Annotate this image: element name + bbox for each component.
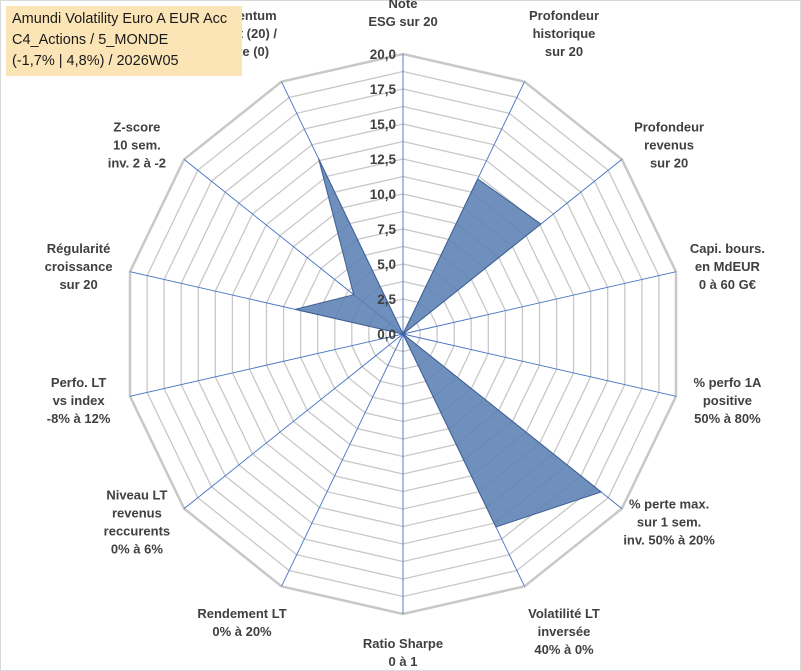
- axis-label: Capi. bours. en MdEUR 0 à 60 G€: [690, 241, 765, 292]
- tick-label: 17,5: [370, 82, 397, 97]
- radial-axis-ticks: 0,0 2,5 5,0 7,5 10,0 12,5 15,0 17,5 20,0: [370, 47, 397, 342]
- radar-series: [295, 158, 603, 528]
- tick-label: 20,0: [370, 47, 396, 62]
- fund-name: Amundi Volatility Euro A EUR Acc: [12, 11, 228, 27]
- tick-label: 7,5: [377, 222, 396, 237]
- axis-label-line: inv. 2 à -2: [108, 156, 166, 171]
- tick-label: 10,0: [370, 187, 396, 202]
- axis-label-line: reccurents: [104, 523, 170, 538]
- axis-label: Profondeur historique sur 20: [529, 8, 599, 59]
- axis-label-line: Z-score: [113, 120, 160, 135]
- axis-label-line: revenus: [644, 138, 694, 153]
- axis-label: Régularité croissance sur 20: [45, 241, 113, 292]
- axis-label-line: 0% à 6%: [111, 541, 163, 556]
- axis-label: % perte max. sur 1 sem. inv. 50% à 20%: [623, 496, 715, 547]
- axis-spoke: [183, 333, 404, 509]
- axis-label-line: 10 sem.: [113, 138, 161, 153]
- axis-spoke: [281, 333, 404, 587]
- axis-label-line: croissance: [45, 259, 113, 274]
- axis-label-line: 0 à 1: [389, 654, 418, 669]
- axis-label-line: ESG sur 20: [368, 14, 437, 29]
- fund-period: (-1,7% | 4,8%) / 2026W05: [12, 53, 179, 69]
- axis-label: Perfo. LT vs index -8% à 12%: [47, 375, 111, 426]
- axis-label-line: 50% à 80%: [694, 411, 761, 426]
- fund-category: C4_Actions / 5_MONDE: [12, 32, 169, 48]
- axis-label: Profondeur revenus sur 20: [634, 120, 704, 171]
- axis-label-line: Régularité: [47, 241, 111, 256]
- axis-labels: Note ESG sur 20 Profondeur historique sur 20…: [45, 0, 765, 669]
- axis-label: Note ESG sur 20: [368, 0, 437, 29]
- axis-spoke: [129, 333, 404, 397]
- tick-label: 0,0: [377, 327, 396, 342]
- axis-label-line: Rendement LT: [197, 606, 286, 621]
- axis-spoke: [402, 333, 677, 397]
- axis-label: Ratio Sharpe 0 à 1: [363, 636, 443, 669]
- axis-label-line: revenus: [112, 505, 162, 520]
- axis-label-line: Note: [389, 0, 418, 11]
- axis-label-line: inversée: [538, 624, 591, 639]
- axis-label-line: Profondeur: [634, 120, 704, 135]
- axis-label-line: Volatilité LT: [528, 606, 600, 621]
- axis-label-line: sur 20: [545, 44, 583, 59]
- tick-label: 2,5: [377, 292, 396, 307]
- axis-spoke: [402, 271, 677, 335]
- tick-label: 5,0: [377, 257, 396, 272]
- axis-label-line: Perfo. LT: [51, 375, 106, 390]
- axis-label-line: 40% à 0%: [534, 642, 594, 657]
- axis-label-line: vs index: [53, 393, 106, 408]
- axis-label: Volatilité LT inversée 40% à 0%: [528, 606, 600, 657]
- axis-label-line: 0% à 20%: [212, 624, 272, 639]
- axis-label-line: Ratio Sharpe: [363, 636, 443, 651]
- axis-label-line: 0 à 60 G€: [699, 277, 756, 292]
- axis-label-line: Niveau LT: [106, 487, 167, 502]
- axis-label-line: % perte max.: [629, 496, 709, 511]
- axis-label-line: sur 20: [650, 156, 688, 171]
- axis-label: Rendement LT 0% à 20%: [197, 606, 286, 639]
- axis-label-line: -8% à 12%: [47, 411, 111, 426]
- axis-label-line: inv. 50% à 20%: [623, 532, 715, 547]
- axis-label-line: sur 20: [59, 277, 97, 292]
- tick-label: 15,0: [370, 117, 396, 132]
- axis-label-line: Profondeur: [529, 8, 599, 23]
- axis-label-line: Capi. bours.: [690, 241, 765, 256]
- tick-label: 12,5: [370, 152, 397, 167]
- axis-label-line: sur 1 sem.: [637, 514, 701, 529]
- fund-info-box: Amundi Volatility Euro A EUR Acc C4_Acti…: [6, 6, 242, 76]
- axis-label: % perfo 1A positive 50% à 80%: [693, 375, 762, 426]
- axis-label-line: positive: [703, 393, 752, 408]
- axis-label: Z-score 10 sem. inv. 2 à -2: [108, 120, 166, 171]
- series-area: [295, 158, 603, 528]
- axis-label-line: % perfo 1A: [693, 375, 762, 390]
- axis-label-line: en MdEUR: [695, 259, 761, 274]
- axis-label: Niveau LT revenus reccurents 0% à 6%: [104, 487, 170, 556]
- axis-label-line: historique: [533, 26, 596, 41]
